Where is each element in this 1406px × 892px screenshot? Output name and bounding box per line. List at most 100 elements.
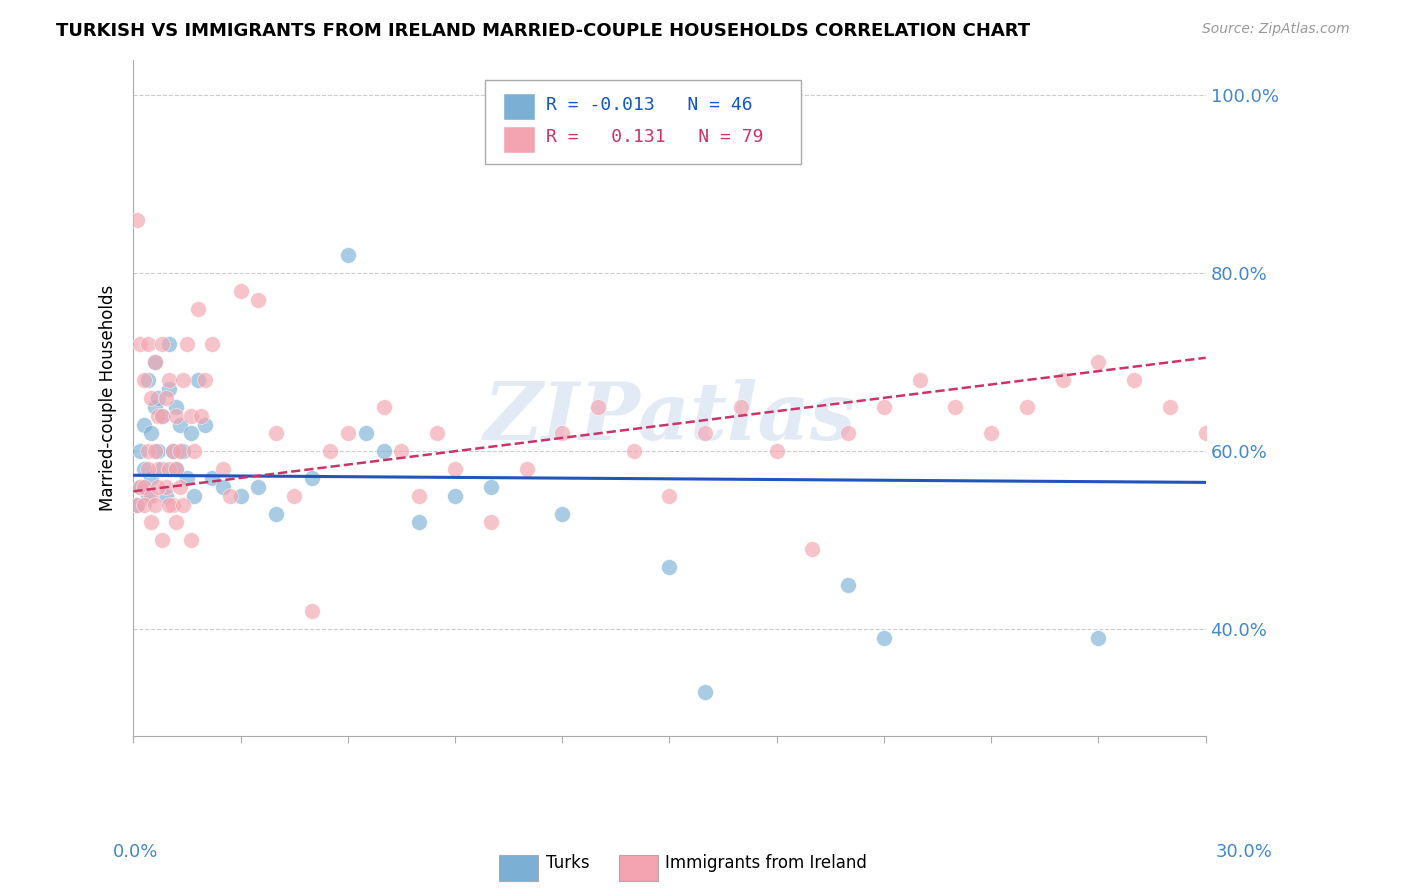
Point [391, 444, 413, 458]
Point [319, 444, 342, 458]
Point [1123, 373, 1146, 387]
Point [408, 516, 430, 530]
Point [187, 373, 209, 387]
Point [155, 480, 177, 494]
Point [695, 684, 717, 698]
Point [143, 355, 166, 369]
Point [141, 489, 163, 503]
Point [283, 489, 305, 503]
Point [125, 212, 148, 227]
Point [623, 444, 645, 458]
Point [162, 444, 184, 458]
Point [211, 480, 233, 494]
Point [165, 409, 187, 423]
Point [132, 498, 155, 512]
Point [229, 284, 252, 298]
Point [551, 426, 574, 441]
Point [180, 409, 202, 423]
Point [190, 409, 212, 423]
Point [194, 373, 217, 387]
Point [143, 400, 166, 414]
Point [150, 337, 173, 351]
Point [141, 426, 163, 441]
Point [125, 498, 148, 512]
Point [148, 409, 170, 423]
Point [658, 489, 681, 503]
Point [908, 373, 931, 387]
Point [150, 533, 173, 548]
Point [194, 417, 217, 432]
Point [136, 462, 159, 476]
Point [157, 382, 180, 396]
Point [148, 480, 170, 494]
Point [169, 444, 191, 458]
Point [180, 426, 202, 441]
Point [172, 498, 194, 512]
Point [1087, 631, 1109, 645]
Point [765, 444, 787, 458]
Point [479, 480, 502, 494]
Point [945, 400, 967, 414]
Point [132, 417, 155, 432]
Point [165, 462, 187, 476]
Point [141, 391, 163, 405]
Point [187, 301, 209, 316]
Point [837, 426, 859, 441]
Point [141, 516, 163, 530]
Point [301, 471, 323, 485]
Point [165, 462, 187, 476]
Text: R = -0.013   N = 46: R = -0.013 N = 46 [546, 96, 752, 114]
Text: 30.0%: 30.0% [1216, 843, 1272, 861]
Point [873, 631, 896, 645]
Text: ZIPatlas: ZIPatlas [484, 379, 856, 457]
Point [155, 489, 177, 503]
Point [183, 489, 205, 503]
Point [551, 507, 574, 521]
Point [515, 462, 537, 476]
Point [837, 578, 859, 592]
Point [143, 498, 166, 512]
Point [162, 498, 184, 512]
Point [176, 337, 198, 351]
Point [129, 480, 152, 494]
Point [658, 560, 681, 574]
Point [801, 542, 824, 557]
Point [136, 337, 159, 351]
Point [157, 498, 180, 512]
Point [148, 444, 170, 458]
Point [155, 391, 177, 405]
Point [730, 400, 752, 414]
Point [165, 400, 187, 414]
FancyBboxPatch shape [485, 80, 801, 164]
Point [444, 462, 467, 476]
Point [150, 409, 173, 423]
Point [148, 391, 170, 405]
Point [1052, 373, 1074, 387]
Point [169, 480, 191, 494]
Point [132, 373, 155, 387]
Point [373, 400, 395, 414]
Point [129, 337, 152, 351]
Point [169, 417, 191, 432]
Point [136, 444, 159, 458]
FancyBboxPatch shape [499, 855, 538, 881]
Point [143, 444, 166, 458]
Point [1015, 400, 1038, 414]
Point [247, 293, 270, 307]
Point [183, 444, 205, 458]
Text: R =   0.131   N = 79: R = 0.131 N = 79 [546, 128, 763, 146]
Point [354, 426, 377, 441]
Point [150, 462, 173, 476]
Text: TURKISH VS IMMIGRANTS FROM IRELAND MARRIED-COUPLE HOUSEHOLDS CORRELATION CHART: TURKISH VS IMMIGRANTS FROM IRELAND MARRI… [56, 22, 1031, 40]
Point [229, 489, 252, 503]
Point [873, 400, 896, 414]
Point [132, 480, 155, 494]
Point [162, 444, 184, 458]
Point [1159, 400, 1181, 414]
Point [136, 489, 159, 503]
Point [373, 444, 395, 458]
Point [201, 337, 224, 351]
FancyBboxPatch shape [503, 126, 536, 153]
Point [247, 480, 270, 494]
Point [143, 355, 166, 369]
